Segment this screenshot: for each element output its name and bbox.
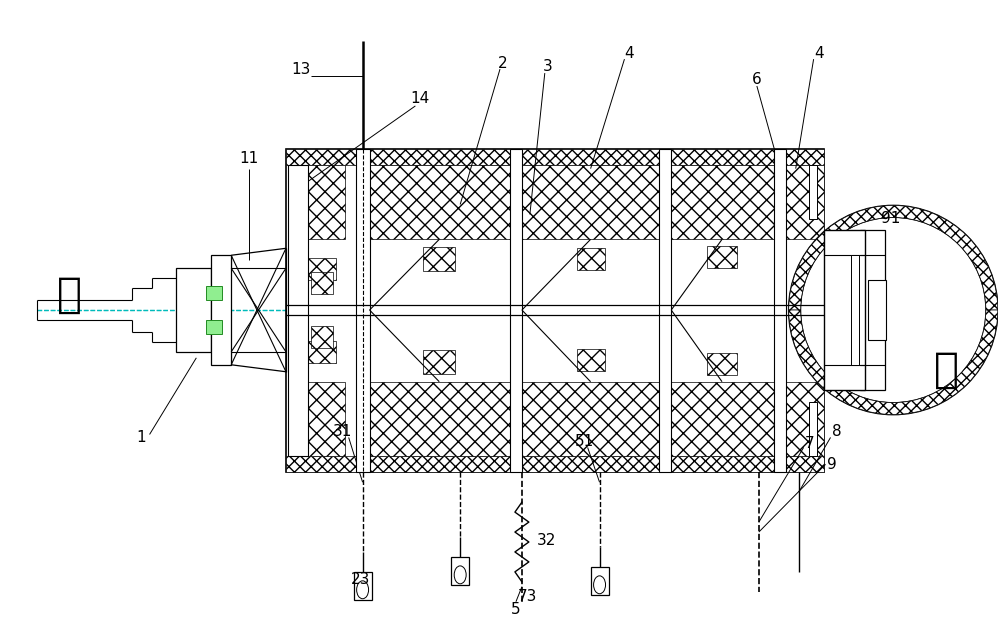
Bar (311, 326, 333, 348)
Bar (302, 164, 345, 239)
Bar (786, 382, 824, 456)
Text: 91: 91 (881, 211, 900, 226)
Text: 32: 32 (537, 532, 556, 547)
Bar (423, 350, 455, 374)
Text: 后: 后 (934, 349, 959, 391)
Bar (774, 149, 786, 472)
Bar (423, 248, 455, 271)
Bar (311, 272, 333, 294)
Bar (286, 149, 824, 472)
Bar (176, 268, 211, 352)
Bar (809, 164, 817, 219)
Bar (206, 320, 222, 334)
Bar (522, 164, 659, 239)
Bar (860, 231, 885, 390)
Bar (370, 382, 510, 456)
Bar (707, 353, 737, 375)
Bar (302, 382, 345, 456)
Text: 51: 51 (575, 434, 594, 449)
Ellipse shape (454, 566, 466, 584)
Bar (354, 572, 372, 600)
Bar (306, 341, 336, 363)
Circle shape (801, 217, 986, 403)
Bar (522, 382, 659, 456)
Text: 4: 4 (814, 45, 823, 60)
Text: 31: 31 (333, 424, 352, 439)
Circle shape (789, 205, 998, 415)
Bar (286, 149, 824, 164)
Text: 14: 14 (411, 91, 430, 106)
Bar (306, 258, 336, 280)
Ellipse shape (594, 576, 606, 593)
Bar (286, 456, 824, 472)
Bar (671, 164, 774, 239)
Wedge shape (789, 310, 998, 415)
Text: 13: 13 (291, 62, 311, 77)
Bar (659, 149, 671, 472)
Bar (370, 164, 510, 239)
Bar (206, 286, 222, 300)
Text: 9: 9 (827, 457, 836, 472)
Bar (591, 567, 609, 595)
Text: 5: 5 (511, 602, 521, 617)
Text: 11: 11 (239, 151, 259, 166)
Bar (786, 164, 824, 239)
Bar (288, 164, 308, 456)
Text: 73: 73 (518, 589, 538, 604)
Text: 3: 3 (543, 59, 553, 74)
Wedge shape (789, 205, 998, 310)
Bar (211, 255, 231, 365)
Bar (707, 246, 737, 268)
Text: 1: 1 (137, 430, 146, 445)
Bar (451, 557, 469, 585)
Bar (851, 255, 859, 365)
Bar (577, 349, 605, 370)
Bar (356, 149, 370, 472)
Bar (510, 149, 522, 472)
Bar (809, 401, 817, 456)
Bar (577, 248, 605, 270)
Text: 6: 6 (752, 72, 762, 86)
Text: 8: 8 (832, 424, 841, 439)
Text: 2: 2 (498, 55, 508, 71)
Text: 4: 4 (625, 45, 634, 60)
Bar (868, 280, 886, 340)
Bar (824, 231, 865, 390)
Text: 前: 前 (57, 274, 82, 316)
Bar (671, 382, 774, 456)
Ellipse shape (357, 581, 369, 598)
Text: 23: 23 (351, 572, 370, 587)
Text: 7: 7 (805, 436, 814, 451)
